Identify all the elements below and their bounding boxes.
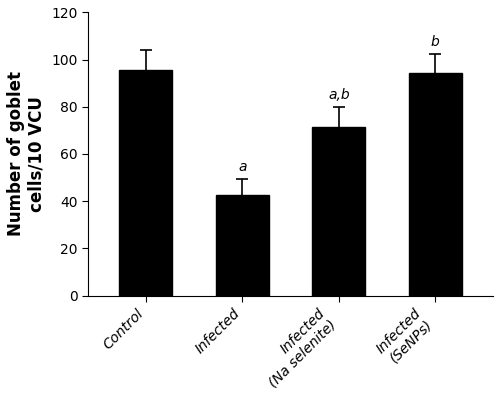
Bar	[120, 70, 172, 295]
Bar	[408, 73, 462, 295]
Text: a: a	[238, 160, 246, 174]
Text: a,b: a,b	[328, 88, 349, 102]
Text: b: b	[431, 35, 440, 49]
Y-axis label: Number of goblet
cells/10 VCU: Number of goblet cells/10 VCU	[7, 71, 46, 237]
Bar	[216, 195, 269, 295]
Bar	[312, 127, 366, 295]
